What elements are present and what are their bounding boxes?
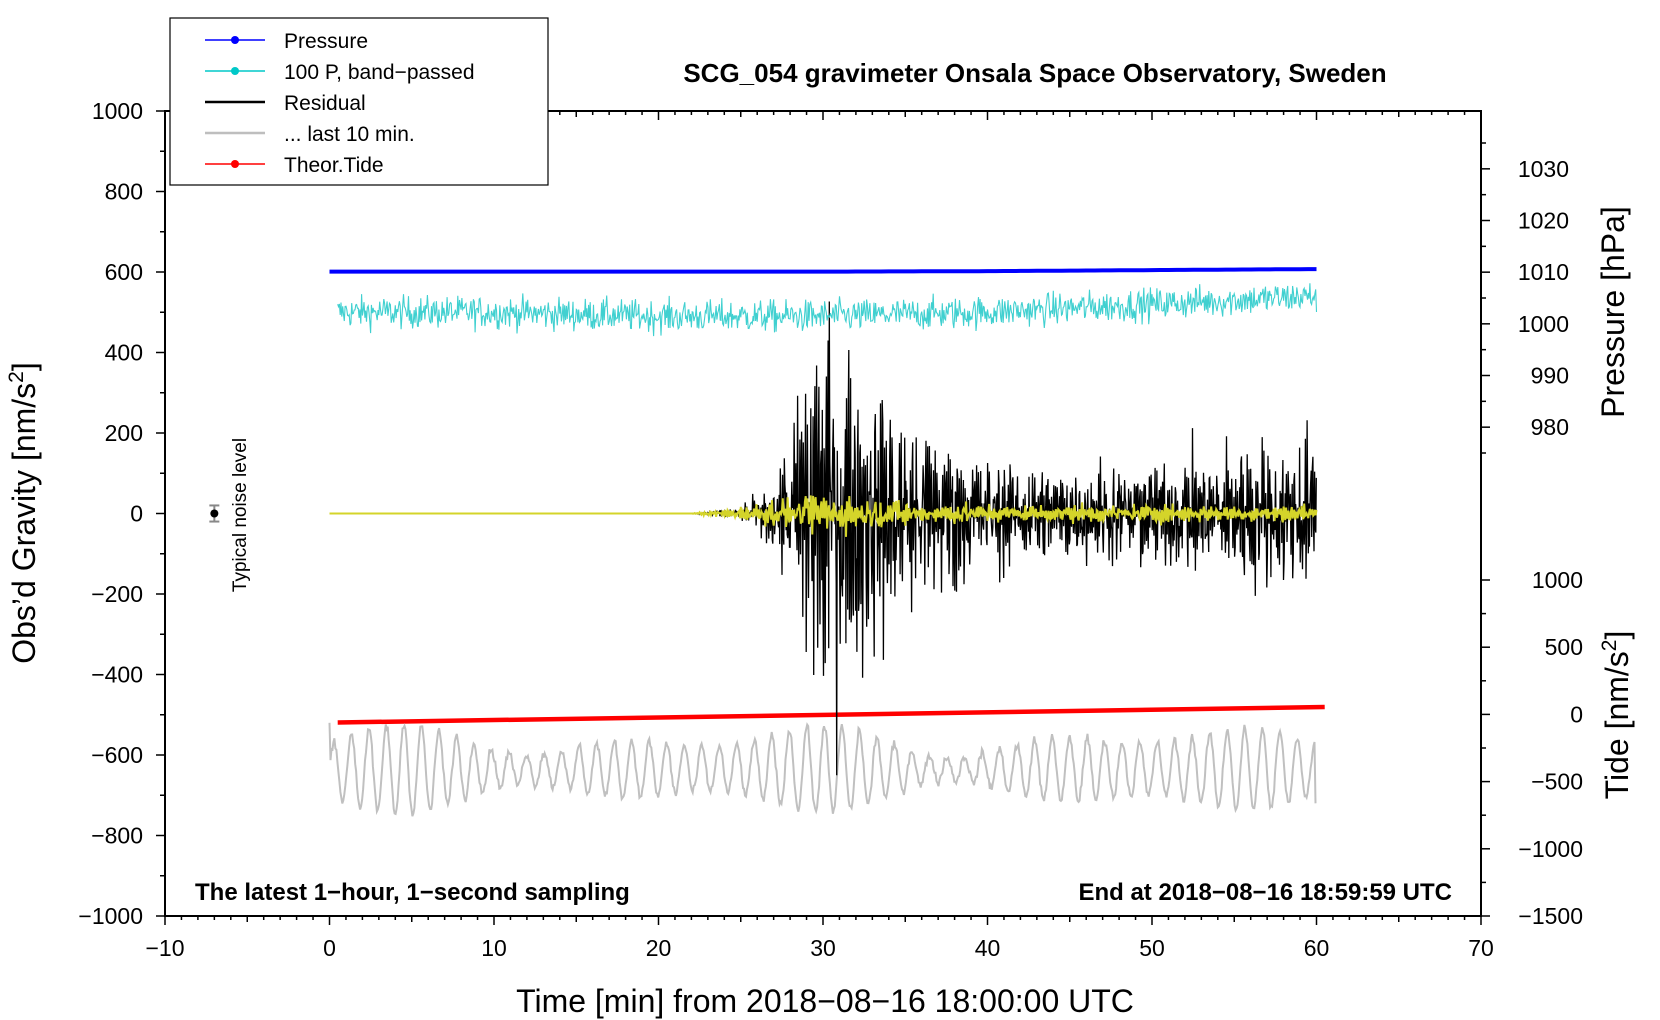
left-axis-title: Obs’d Gravity [nm/s2] [5, 362, 42, 664]
x-tick-label: 40 [975, 935, 1001, 961]
series-theor-tide-line [337, 704, 1325, 725]
legend-item-pressure: Pressure [205, 30, 368, 53]
sampling-note: The latest 1−hour, 1−second sampling [195, 879, 630, 906]
legend-marker-theor-tide [231, 160, 239, 168]
noise-label: Typical noise level [230, 438, 251, 592]
tide-axis-title-end: ] [1599, 631, 1635, 640]
legend-item-band-passed: 100 P, band−passed [205, 61, 475, 84]
x-tick-label: 70 [1468, 935, 1494, 961]
y-left-tick-label: −400 [91, 662, 143, 688]
series-band-passed-line [337, 283, 1318, 337]
left-axis-title-sup: 2 [5, 371, 28, 383]
y-left-tick-label: −200 [91, 581, 143, 607]
x-tick-label: −10 [145, 935, 184, 961]
y-left-tick-label: −600 [91, 742, 143, 768]
y-left-tick-label: 0 [130, 501, 143, 527]
pressure-axis-title: Pressure [hPa] [1595, 206, 1631, 418]
left-axis-title-main: Obs’d Gravity [nm/s [6, 383, 42, 664]
series-last-10-min-line [328, 722, 1317, 817]
legend-label-pressure: Pressure [284, 30, 368, 53]
pressure-tick-label: 1030 [1518, 156, 1569, 182]
legend-item-theor-tide: Theor.Tide [205, 154, 384, 177]
series-residual-line [329, 301, 1317, 776]
y-left-tick-label: −1000 [78, 903, 143, 929]
x-axis-title: Time [min] from 2018−08−16 18:00:00 UTC [516, 983, 1134, 1019]
pressure-tick-label: 1000 [1518, 311, 1569, 337]
y-left-tick-label: 200 [105, 420, 143, 446]
legend-item-residual: Residual [205, 92, 366, 115]
x-tick-label: 20 [646, 935, 672, 961]
plot-area [328, 267, 1325, 817]
legend: Pressure 100 P, band−passed Residual ...… [169, 17, 549, 186]
axis-ticks: −10 0 10 20 30 40 50 60 70−1000−800−600−400−2000… [78, 98, 1583, 961]
legend-marker-pressure [231, 36, 239, 44]
noise-point [210, 509, 219, 518]
x-tick-label: 50 [1139, 935, 1165, 961]
y-left-tick-label: −800 [91, 823, 143, 849]
x-tick-label: 0 [323, 935, 336, 961]
left-axis-title-end: ] [6, 362, 42, 371]
pressure-tick-label: 1010 [1518, 259, 1569, 285]
series-residual-filtered-line [329, 495, 1318, 537]
chart-title: SCG_054 gravimeter Onsala Space Observat… [683, 58, 1386, 88]
pressure-tick-label: 1020 [1518, 208, 1569, 234]
legend-label-residual: Residual [284, 92, 366, 115]
y-left-tick-label: 600 [105, 259, 143, 285]
tide-axis-title-main: Tide [nm/s [1599, 651, 1635, 799]
legend-label-last-10-min: ... last 10 min. [284, 123, 415, 146]
tide-tick-label: 0 [1570, 701, 1583, 727]
x-tick-label: 30 [810, 935, 836, 961]
tide-tick-label: −500 [1531, 769, 1583, 795]
x-tick-label: 60 [1304, 935, 1330, 961]
y-left-tick-label: 400 [105, 340, 143, 366]
y-left-tick-label: 800 [105, 179, 143, 205]
pressure-tick-label: 980 [1531, 414, 1569, 440]
tide-axis-title: Tide [nm/s2] [1598, 631, 1635, 800]
legend-label-theor-tide: Theor.Tide [284, 154, 384, 177]
end-time-note: End at 2018−08−16 18:59:59 UTC [1078, 879, 1452, 906]
legend-label-band-passed: 100 P, band−passed [284, 61, 475, 84]
legend-marker-band-passed [231, 67, 239, 75]
legend-item-last-10-min: ... last 10 min. [205, 123, 415, 146]
tide-tick-label: −1000 [1518, 836, 1583, 862]
series-pressure-line [329, 267, 1317, 274]
x-tick-label: 10 [481, 935, 507, 961]
pressure-tick-label: 990 [1531, 363, 1569, 389]
tide-tick-label: 1000 [1532, 567, 1583, 593]
y-left-tick-label: 1000 [92, 98, 143, 124]
noise-indicator: Typical noise level [209, 438, 251, 592]
tide-axis-title-sup: 2 [1598, 640, 1621, 652]
tide-tick-label: 500 [1545, 634, 1583, 660]
tide-tick-label: −1500 [1518, 903, 1583, 929]
